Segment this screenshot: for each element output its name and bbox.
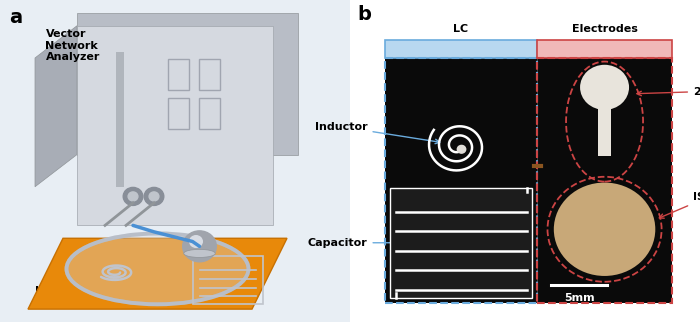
Bar [385,40,537,58]
Circle shape [144,187,164,205]
Circle shape [123,187,143,205]
Text: ISME: ISME [659,192,700,218]
Circle shape [457,146,466,153]
Circle shape [554,183,655,276]
Text: 5mm: 5mm [564,293,594,303]
Bar [391,188,532,298]
Bar [199,98,220,129]
Ellipse shape [66,233,248,304]
Polygon shape [28,238,287,309]
Text: b: b [357,5,371,24]
Text: LC: LC [454,24,468,34]
Bar [168,59,189,90]
Text: Loop antenna: Loop antenna [35,286,129,297]
Bar [537,40,672,58]
Polygon shape [77,26,273,225]
Polygon shape [35,26,77,187]
Text: a: a [8,8,22,27]
Bar [193,256,262,304]
Text: Inductor: Inductor [315,122,440,144]
Polygon shape [77,13,298,155]
Text: 2$^{nd}$ electrode: 2$^{nd}$ electrode [637,82,700,99]
Circle shape [128,192,138,201]
Text: Capacitor: Capacitor [308,238,400,248]
Bar [385,58,537,303]
Circle shape [190,236,202,247]
Bar [199,59,220,90]
Circle shape [149,192,159,201]
Bar [598,87,611,156]
Circle shape [580,65,629,110]
Circle shape [183,231,216,262]
Ellipse shape [183,249,215,258]
Bar [385,58,672,303]
Text: Vector
Network
Analyzer: Vector Network Analyzer [46,29,100,62]
Bar [116,52,125,187]
Bar [168,98,189,129]
Bar [537,58,672,303]
Text: Electrodes: Electrodes [572,24,638,34]
